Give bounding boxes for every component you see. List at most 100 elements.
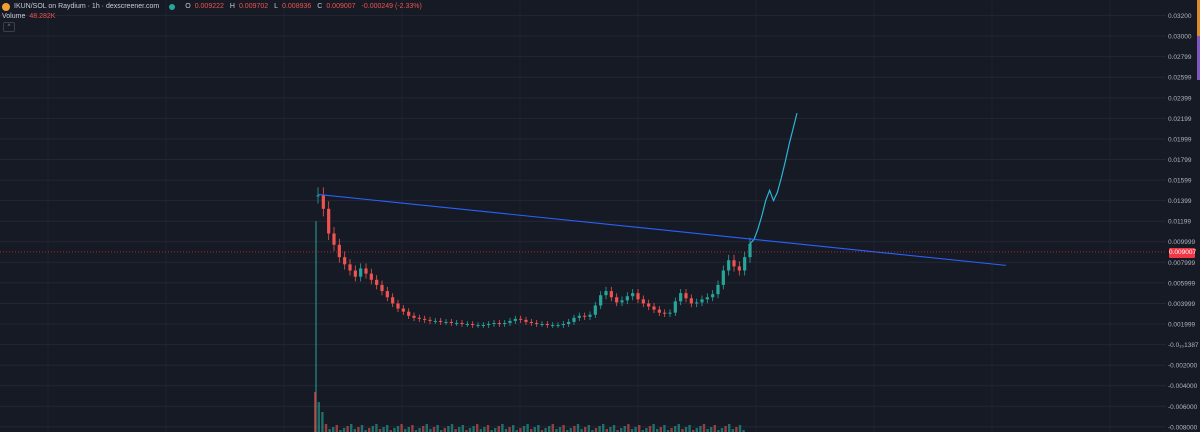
candle-body (316, 195, 320, 197)
candle-body (716, 284, 720, 295)
volume-bar (558, 427, 562, 432)
volume-bar (476, 424, 479, 432)
volume-bar (620, 428, 623, 432)
candle-body (359, 268, 363, 277)
volume-bar (742, 430, 745, 432)
volume-bar (512, 425, 515, 432)
volume-bar (429, 429, 432, 432)
volume-bar (346, 426, 349, 432)
candle-body (647, 303, 651, 307)
volume-bar (314, 392, 317, 432)
candle-body (385, 291, 389, 298)
volume-bar (407, 427, 410, 432)
projection-line (749, 112, 798, 245)
candle-body (620, 300, 624, 303)
token-logo-icon (2, 2, 10, 11)
candle-body (433, 320, 437, 322)
candle-body (567, 321, 571, 324)
candle-body (513, 318, 517, 321)
open-value: 0.009222 (194, 3, 224, 10)
volume-bar (562, 425, 565, 432)
volume-bar (576, 424, 580, 432)
scale-tab-orange[interactable] (1197, 0, 1200, 36)
volume-bar (681, 429, 684, 432)
y-tick-label: -0.0₁₀1387 (1168, 342, 1199, 349)
candle-body (391, 297, 395, 304)
pair-title: IKUN/SOL on Raydium · 1h · dexscreener.c… (14, 3, 160, 10)
low-key: L (274, 3, 279, 10)
volume-bar (382, 427, 385, 432)
candle-body (652, 306, 656, 310)
candle-body (471, 324, 475, 326)
candle-body (524, 319, 528, 322)
volume-label: Volume (2, 13, 26, 20)
volume-bar (422, 426, 425, 432)
candle-body (321, 195, 325, 209)
collapse-legend-button[interactable]: ^ (3, 22, 15, 32)
y-tick-label: 0.02799 (1168, 54, 1192, 61)
volume-bar (580, 429, 583, 432)
candle-body (481, 325, 485, 327)
volume-bar (519, 428, 522, 432)
candle-body (455, 322, 459, 324)
volume-bar (659, 427, 662, 432)
candle-body (572, 317, 576, 322)
candle-body (444, 321, 448, 323)
volume-bar (530, 429, 533, 432)
y-tick-label: 0.01199 (1168, 219, 1191, 226)
volume-bar (533, 427, 536, 432)
volume-bar (537, 425, 540, 432)
volume-bar (414, 430, 418, 432)
volume-bar (324, 424, 328, 432)
volume-bar (400, 424, 403, 432)
volume-bar (688, 425, 691, 432)
volume-bar (393, 428, 396, 432)
candle-body (641, 299, 645, 304)
candle-body (348, 264, 352, 271)
candle-body (503, 322, 507, 324)
scale-tabs[interactable] (1197, 0, 1200, 80)
candle-body (439, 320, 443, 322)
scale-tab-purple[interactable] (1197, 36, 1200, 80)
candle-body (465, 324, 469, 325)
y-tick-label: 0.003999 (1168, 301, 1195, 308)
volume-bar (677, 424, 680, 432)
candle-body (497, 322, 501, 324)
high-key: H (229, 3, 235, 10)
volume-bar (652, 424, 655, 432)
y-tick-label: 0.01799 (1168, 157, 1192, 164)
volume-bar (573, 426, 576, 432)
candle-body (369, 273, 373, 280)
volume-bar (630, 429, 634, 432)
candle-body (337, 244, 341, 258)
candle-body (657, 309, 661, 313)
volume-bar (548, 426, 551, 432)
candle-body (380, 284, 384, 292)
volume-bar (720, 428, 724, 432)
close-key: C (317, 3, 323, 10)
candle-body (545, 324, 549, 326)
volume-bar (699, 426, 702, 432)
volume-bar (695, 428, 698, 432)
volume-bar (684, 427, 688, 432)
volume-bar (454, 429, 457, 432)
volume-bar (656, 429, 659, 432)
candle-body (705, 297, 709, 300)
volume-bar (490, 430, 493, 432)
candle-body (668, 312, 672, 314)
y-tick-label: 0.005999 (1168, 280, 1195, 287)
y-tick-label: 0.02399 (1168, 95, 1192, 102)
volume-bar (641, 430, 644, 432)
candle-body (556, 325, 560, 327)
volume-bar (483, 427, 486, 432)
y-tick-label: -0.002000 (1168, 363, 1198, 370)
volume-bar (602, 424, 605, 432)
volume-bar (497, 426, 500, 432)
volume-bar (598, 426, 601, 432)
volume-bar (501, 424, 504, 432)
status-dot-icon (169, 3, 176, 10)
volume-bar (717, 430, 720, 432)
volume-bar (627, 424, 630, 432)
